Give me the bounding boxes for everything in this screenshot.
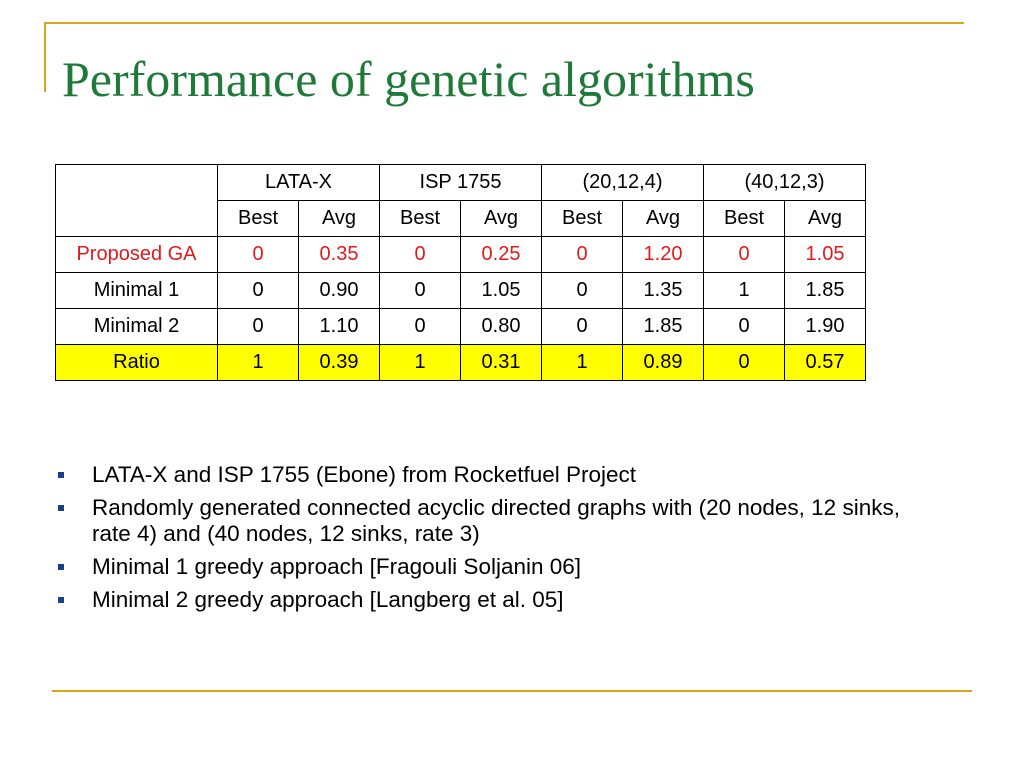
table-subheader: Best: [541, 200, 623, 237]
bullet-text: Minimal 1 greedy approach [Fragouli Solj…: [92, 554, 582, 579]
table-row-ratio: Ratio 1 0.39 1 0.31 1 0.89 0 0.57: [55, 344, 866, 381]
table-header-row: LATA-X ISP 1755 (20,12,4) (40,12,3): [55, 164, 866, 237]
table-cell: 0: [217, 308, 299, 345]
table-cell: 1: [703, 272, 785, 309]
table-row-label: Minimal 1: [55, 272, 218, 309]
table-cell: 0.89: [622, 344, 704, 381]
table-subheader: Avg: [460, 200, 542, 237]
results-table: LATA-X ISP 1755 (20,12,4) (40,12,3) Best…: [55, 164, 866, 381]
top-accent-line: [44, 22, 964, 24]
square-bullet-icon: [58, 472, 64, 478]
table-cell: 0.57: [784, 344, 866, 381]
table-subheader: Best: [217, 200, 299, 237]
table-cell: 0: [379, 308, 461, 345]
table-cell: 0.39: [298, 344, 380, 381]
table-cell: 1.10: [298, 308, 380, 345]
table-cell: 0: [217, 272, 299, 309]
table-cell: 1.85: [622, 308, 704, 345]
bottom-accent-line: [52, 690, 972, 692]
bullet-item: Minimal 2 greedy approach [Langberg et a…: [58, 587, 938, 613]
table-row-proposed-ga: Proposed GA 0 0.35 0 0.25 0 1.20 0 1.05: [55, 236, 866, 273]
bullet-text: Randomly generated connected acyclic dir…: [92, 495, 900, 546]
table-cell: 1: [379, 344, 461, 381]
table-row-minimal-2: Minimal 2 0 1.10 0 0.80 0 1.85 0 1.90: [55, 308, 866, 345]
square-bullet-icon: [58, 505, 64, 511]
table-cell: 1.85: [784, 272, 866, 309]
table-cell: 0.35: [298, 236, 380, 273]
table-subheader: Best: [379, 200, 461, 237]
table-group-header: ISP 1755: [379, 164, 542, 201]
table-cell: 0: [541, 272, 623, 309]
table-group-header: (20,12,4): [541, 164, 704, 201]
table-cell: 1: [541, 344, 623, 381]
table-subheader: Best: [703, 200, 785, 237]
table-subheader: Avg: [622, 200, 704, 237]
slide-title: Performance of genetic algorithms: [62, 51, 755, 107]
left-accent-bar: [44, 22, 46, 92]
table-cell: 0: [379, 272, 461, 309]
table-cell: 0: [703, 308, 785, 345]
table-corner-cell: [55, 164, 218, 237]
table-cell: 0: [703, 236, 785, 273]
table-cell: 0.80: [460, 308, 542, 345]
table-cell: 1.20: [622, 236, 704, 273]
bullet-text: LATA-X and ISP 1755 (Ebone) from Rocketf…: [92, 462, 637, 487]
bullet-item: Randomly generated connected acyclic dir…: [58, 495, 938, 547]
square-bullet-icon: [58, 597, 64, 603]
table-cell: 1.05: [460, 272, 542, 309]
bullet-list: LATA-X and ISP 1755 (Ebone) from Rocketf…: [58, 462, 938, 620]
table-cell: 1: [217, 344, 299, 381]
bullet-text: Minimal 2 greedy approach [Langberg et a…: [92, 587, 564, 612]
table-cell: 0: [703, 344, 785, 381]
table-cell: 1.05: [784, 236, 866, 273]
table-row-label: Proposed GA: [55, 236, 218, 273]
table-cell: 1.35: [622, 272, 704, 309]
table-cell: 0: [541, 308, 623, 345]
bullet-item: LATA-X and ISP 1755 (Ebone) from Rocketf…: [58, 462, 938, 488]
table-cell: 0: [541, 236, 623, 273]
table-subheader: Avg: [784, 200, 866, 237]
table-cell: 0: [217, 236, 299, 273]
square-bullet-icon: [58, 564, 64, 570]
bullet-item: Minimal 1 greedy approach [Fragouli Solj…: [58, 554, 938, 580]
table-group-header: (40,12,3): [703, 164, 866, 201]
table-row-label: Minimal 2: [55, 308, 218, 345]
table-group-header: LATA-X: [217, 164, 380, 201]
table-row-label: Ratio: [55, 344, 218, 381]
table-cell: 1.90: [784, 308, 866, 345]
table-cell: 0: [379, 236, 461, 273]
table-row-minimal-1: Minimal 1 0 0.90 0 1.05 0 1.35 1 1.85: [55, 272, 866, 309]
table-subheader: Avg: [298, 200, 380, 237]
table-subheader-row: Best Avg Best Avg Best Avg Best Avg: [56, 200, 866, 237]
table-cell: 0.90: [298, 272, 380, 309]
table-cell: 0.25: [460, 236, 542, 273]
table-cell: 0.31: [460, 344, 542, 381]
